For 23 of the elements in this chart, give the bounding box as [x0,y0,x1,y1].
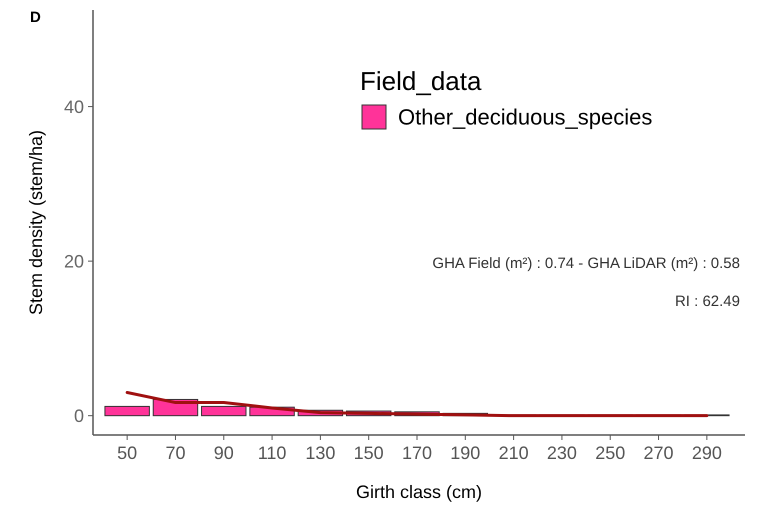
x-tick-label: 90 [214,443,234,463]
x-tick-label: 270 [644,443,674,463]
y-axis-title: Stem density (stem/ha) [26,130,46,316]
x-tick-label: 70 [165,443,186,463]
y-tick-label: 20 [64,251,84,272]
x-tick-label: 110 [258,443,286,463]
x-tick-label: 170 [402,443,432,463]
annotation: GHA Field (m²) : 0.74 - GHA LiDAR (m²) : 0.58 [432,255,740,272]
annotation: RI : 62.49 [674,293,740,310]
legend-title: Field_data [360,66,482,96]
x-tick-label: 150 [354,443,384,463]
x-tick-label: 290 [692,443,722,463]
x-tick-label: 130 [305,443,336,463]
x-axis-title: Girth class (cm) [356,482,482,502]
chart-title: D [30,9,41,26]
x-tick-label: 250 [595,443,626,463]
legend-label: Other_deciduous_species [398,104,652,130]
y-tick-label: 0 [74,406,84,426]
x-tick-label: 230 [546,443,577,463]
y-tick-label: 40 [64,96,84,117]
x-tick-label: 210 [498,443,529,463]
x-tick-label: 190 [450,443,480,463]
x-tick-label: 50 [117,443,138,463]
